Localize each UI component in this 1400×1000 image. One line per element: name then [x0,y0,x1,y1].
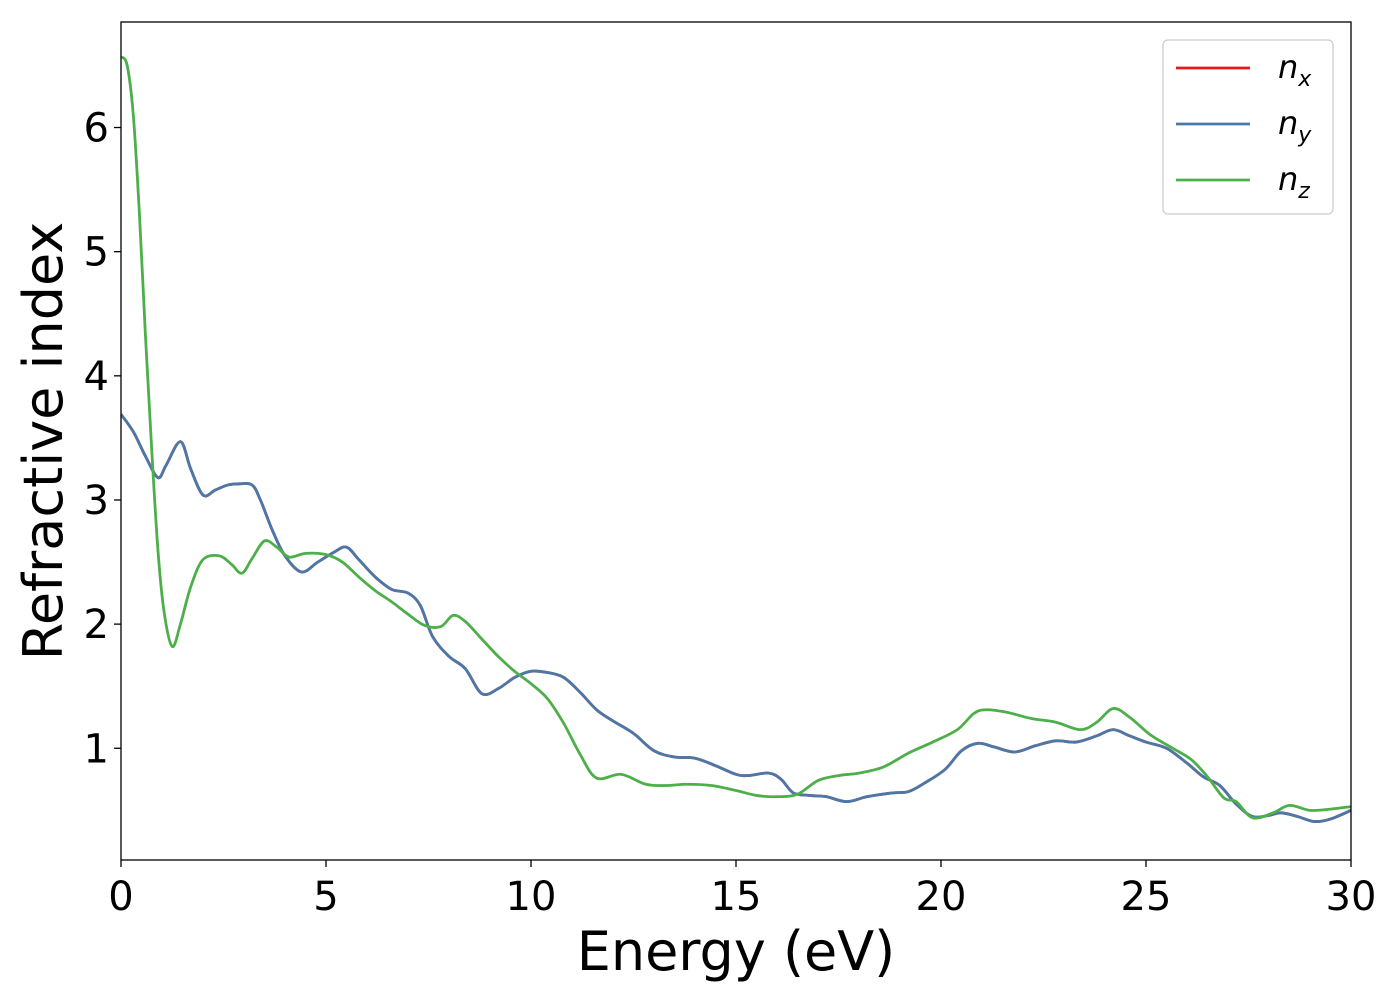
y-axis-title: Refractive index [12,222,75,661]
x-tick-label: 5 [313,874,338,920]
legend-label-nz: nz [1278,160,1310,204]
legend-label-nx: nx [1278,48,1312,92]
y-tick-label: 3 [84,478,109,524]
y-tick-label: 1 [84,726,109,772]
x-tick-label: 15 [711,874,762,920]
x-axis-title: Energy (eV) [577,920,896,983]
x-axis: 0 5 10 15 20 25 30 [108,860,1376,920]
x-tick-label: 10 [506,874,557,920]
series-layer [121,55,1351,824]
series-line-nz [121,55,1351,820]
x-tick-label: 0 [108,874,133,920]
x-tick-label: 25 [1121,874,1172,920]
legend-label-ny: ny [1278,104,1312,148]
y-tick-label: 6 [84,106,109,152]
y-tick-label: 2 [84,602,109,648]
legend-box [1162,39,1334,215]
x-tick-label: 30 [1326,874,1377,920]
x-tick-label: 20 [916,874,967,920]
series-line-ny [121,413,1351,824]
y-tick-label: 4 [84,354,109,400]
legend: nx ny nz [1162,39,1334,215]
y-tick-label: 5 [84,230,109,276]
y-axis: 1 2 3 4 5 6 [84,106,121,772]
